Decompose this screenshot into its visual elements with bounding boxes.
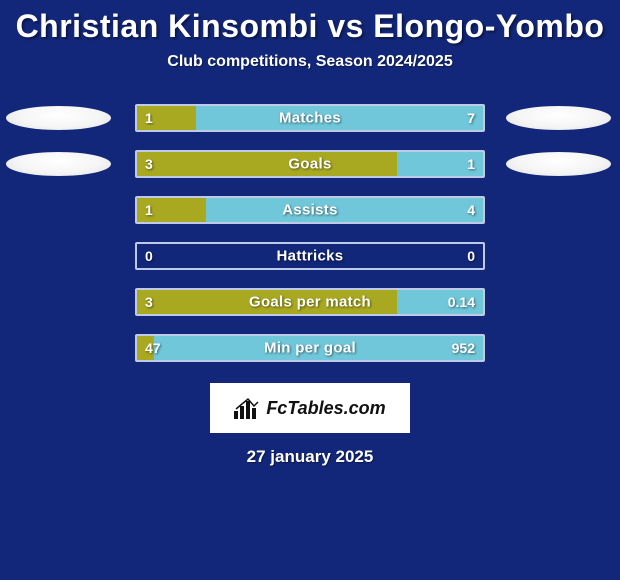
logo-box: FcTables.com xyxy=(210,383,410,433)
stat-row: Min per goal 47 952 xyxy=(0,325,620,371)
stat-label: Hattricks xyxy=(277,248,344,265)
stat-row: Matches 1 7 xyxy=(0,95,620,141)
player1-value: 3 xyxy=(145,156,153,172)
stat-bar: Min per goal 47 952 xyxy=(135,334,485,362)
stat-label: Matches xyxy=(279,110,341,127)
player1-value: 1 xyxy=(145,110,153,126)
player2-portrait xyxy=(506,106,611,130)
stat-row: Goals 3 1 xyxy=(0,141,620,187)
stat-bar: Goals per match 3 0.14 xyxy=(135,288,485,316)
logo-text: FcTables.com xyxy=(266,398,385,419)
stat-row: Assists 1 4 xyxy=(0,187,620,233)
page-title: Christian Kinsombi vs Elongo-Yombo xyxy=(0,8,620,45)
stats-container: Matches 1 7 Goals 3 1 Assists 1 4 Hattricks 0 0 Goal… xyxy=(0,95,620,371)
stat-bar: Goals 3 1 xyxy=(135,150,485,178)
player1-value: 47 xyxy=(145,340,161,356)
player2-value: 1 xyxy=(467,156,475,172)
stat-bar: Hattricks 0 0 xyxy=(135,242,485,270)
stat-label: Min per goal xyxy=(264,340,356,357)
player1-portrait xyxy=(6,152,111,176)
player1-value: 0 xyxy=(145,248,153,264)
date-label: 27 january 2025 xyxy=(0,447,620,467)
stat-row: Hattricks 0 0 xyxy=(0,233,620,279)
player1-bar xyxy=(137,152,397,176)
player2-bar xyxy=(206,198,483,222)
player1-value: 1 xyxy=(145,202,153,218)
stat-label: Goals xyxy=(288,156,331,173)
player2-value: 0.14 xyxy=(448,294,475,310)
subtitle: Club competitions, Season 2024/2025 xyxy=(0,53,620,71)
stat-bar: Assists 1 4 xyxy=(135,196,485,224)
player1-value: 3 xyxy=(145,294,153,310)
stat-label: Goals per match xyxy=(249,294,371,311)
player2-value: 0 xyxy=(467,248,475,264)
fctables-icon xyxy=(234,397,260,419)
player1-portrait xyxy=(6,106,111,130)
player2-portrait xyxy=(506,152,611,176)
stat-row: Goals per match 3 0.14 xyxy=(0,279,620,325)
player2-value: 7 xyxy=(467,110,475,126)
stat-bar: Matches 1 7 xyxy=(135,104,485,132)
stat-label: Assists xyxy=(282,202,337,219)
comparison-card: Christian Kinsombi vs Elongo-Yombo Club … xyxy=(0,0,620,580)
player2-value: 4 xyxy=(467,202,475,218)
player2-value: 952 xyxy=(452,340,475,356)
